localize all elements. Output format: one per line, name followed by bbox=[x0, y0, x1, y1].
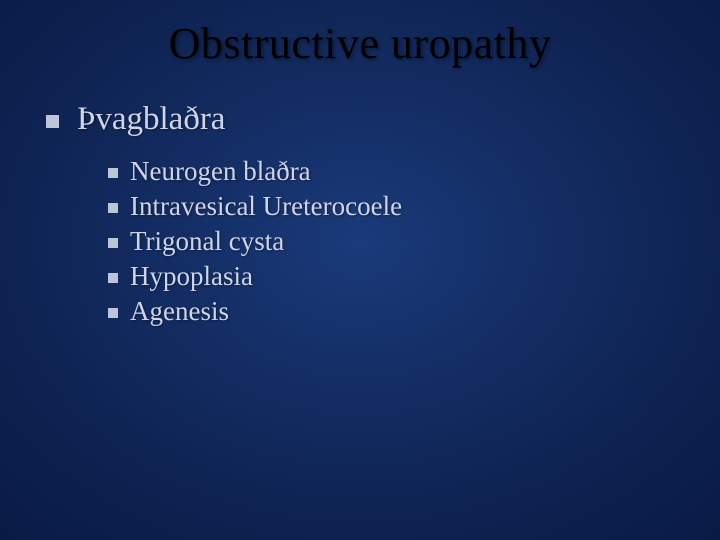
square-bullet-icon bbox=[108, 273, 118, 283]
square-bullet-icon bbox=[108, 168, 118, 178]
slide-title: Obstructive uropathy bbox=[0, 18, 720, 69]
level2-label: Neurogen blaðra bbox=[130, 156, 311, 187]
list-item-level2: Neurogen blaðra bbox=[108, 156, 720, 187]
level2-label: Trigonal cysta bbox=[130, 226, 284, 257]
square-bullet-icon bbox=[46, 115, 59, 128]
level2-list: Neurogen blaðra Intravesical Ureterocoel… bbox=[108, 156, 720, 327]
slide: Obstructive uropathy Þvagblaðra Neurogen… bbox=[0, 0, 720, 540]
list-item-level2: Trigonal cysta bbox=[108, 226, 720, 257]
square-bullet-icon bbox=[108, 308, 118, 318]
square-bullet-icon bbox=[108, 203, 118, 213]
list-item-level1: Þvagblaðra bbox=[46, 101, 720, 138]
list-item-level2: Hypoplasia bbox=[108, 261, 720, 292]
square-bullet-icon bbox=[108, 238, 118, 248]
level2-label: Intravesical Ureterocoele bbox=[130, 191, 402, 222]
level2-label: Hypoplasia bbox=[130, 261, 253, 292]
list-item-level2: Intravesical Ureterocoele bbox=[108, 191, 720, 222]
level1-label: Þvagblaðra bbox=[77, 101, 225, 138]
list-item-level2: Agenesis bbox=[108, 296, 720, 327]
level2-label: Agenesis bbox=[130, 296, 229, 327]
